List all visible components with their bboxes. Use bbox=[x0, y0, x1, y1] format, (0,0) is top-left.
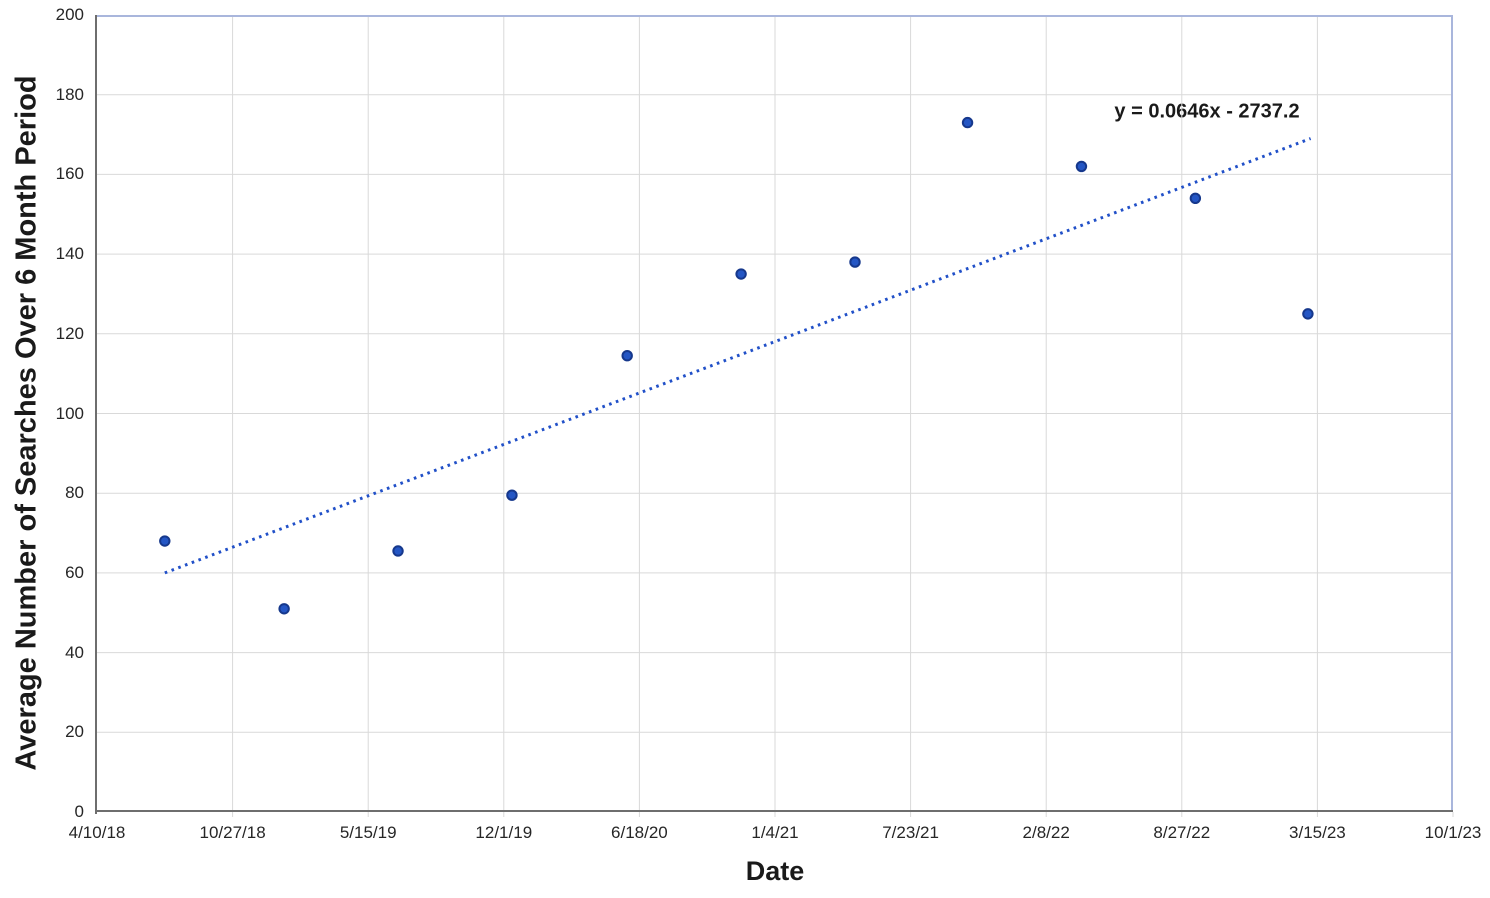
y-tick-label: 140 bbox=[55, 244, 84, 264]
data-point bbox=[506, 489, 518, 501]
data-point bbox=[278, 603, 290, 615]
x-tick-label: 10/1/23 bbox=[1424, 823, 1482, 842]
y-tick-label: 160 bbox=[55, 164, 84, 184]
data-point bbox=[849, 256, 861, 268]
plot-svg bbox=[95, 15, 1454, 817]
data-point bbox=[1302, 308, 1314, 320]
y-tick-label: 40 bbox=[65, 642, 84, 662]
trendline-equation-label: y = 0.0646x - 2737.2 bbox=[1114, 100, 1300, 123]
x-tick-label: 2/8/22 bbox=[1022, 823, 1070, 842]
x-tick-label: 4/10/18 bbox=[68, 823, 126, 842]
data-point bbox=[621, 350, 633, 362]
x-tick-label: 10/27/18 bbox=[199, 823, 266, 842]
x-tick-label: 12/1/19 bbox=[475, 823, 533, 842]
data-point bbox=[1189, 192, 1202, 205]
data-point bbox=[159, 535, 171, 547]
y-tick-label: 100 bbox=[55, 403, 84, 423]
y-tick-label: 20 bbox=[65, 722, 84, 742]
x-tick-label: 6/18/20 bbox=[611, 823, 668, 842]
data-point bbox=[1075, 160, 1088, 173]
x-tick-label: 1/4/21 bbox=[751, 823, 799, 842]
y-tick-label: 180 bbox=[55, 84, 84, 104]
y-tick-label: 80 bbox=[65, 483, 84, 503]
trendline bbox=[164, 137, 1312, 575]
data-point bbox=[961, 116, 974, 129]
data-point bbox=[392, 545, 404, 557]
x-tick-label: 7/23/21 bbox=[882, 823, 939, 842]
y-tick-label: 60 bbox=[65, 562, 84, 582]
y-tick-label: 200 bbox=[55, 5, 84, 24]
plot-area bbox=[95, 15, 1454, 817]
x-tick-label: 3/15/23 bbox=[1289, 823, 1346, 842]
x-tick-label: 8/27/22 bbox=[1153, 823, 1211, 842]
data-point bbox=[735, 268, 747, 280]
x-tick-label: 5/15/19 bbox=[339, 823, 397, 842]
y-tick-label: 0 bbox=[74, 802, 84, 821]
x-axis-title: Date bbox=[745, 856, 805, 886]
y-tick-label: 120 bbox=[55, 323, 84, 343]
